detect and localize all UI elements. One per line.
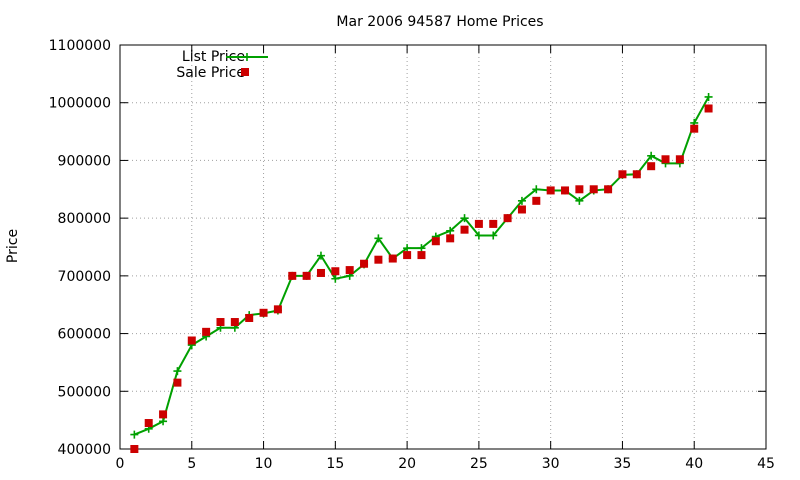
x-tick-label: 45 <box>757 456 775 472</box>
point-list-price <box>331 274 340 283</box>
point-sale-price <box>489 219 498 228</box>
point-sale-price <box>144 419 153 428</box>
plot-border <box>119 44 767 450</box>
y-tick-label: 900000 <box>58 153 111 169</box>
point-sale-price <box>187 336 196 345</box>
point-sale-price <box>661 155 670 164</box>
point-sale-price <box>374 255 383 264</box>
point-sale-price <box>460 225 469 234</box>
point-sale-price <box>675 155 684 164</box>
point-list-price <box>316 251 325 260</box>
point-sale-price <box>173 378 182 387</box>
point-sale-price <box>245 313 254 322</box>
point-list-price <box>159 417 168 426</box>
point-sale-price <box>345 266 354 275</box>
point-list-price <box>489 231 498 240</box>
legend-label-sale-price: Sale Price <box>176 65 245 81</box>
point-sale-price <box>331 267 340 276</box>
point-list-price <box>532 185 541 194</box>
y-tick-label: 1000000 <box>49 96 111 112</box>
point-list-price <box>575 196 584 205</box>
y-axis-label: Price <box>5 229 21 263</box>
point-sale-price <box>273 305 282 314</box>
point-sale-price <box>316 268 325 277</box>
point-sale-price <box>230 318 239 327</box>
point-sale-price <box>704 104 713 113</box>
point-sale-price <box>388 254 397 263</box>
point-list-price <box>517 196 526 205</box>
point-sale-price <box>517 205 526 214</box>
point-list-price <box>173 367 182 376</box>
x-tick-label: 25 <box>470 456 488 472</box>
x-tick-label: 10 <box>255 456 273 472</box>
grid <box>120 45 766 449</box>
point-sale-price <box>130 445 139 453</box>
point-sale-price <box>446 234 455 243</box>
point-list-price <box>446 226 455 235</box>
legend-marker-list-price <box>243 53 251 61</box>
x-tick-label: 35 <box>614 456 632 472</box>
point-sale-price <box>403 251 412 260</box>
point-sale-price <box>360 259 369 268</box>
y-tick-label: 1100000 <box>49 38 111 54</box>
chart-title: Mar 2006 94587 Home Prices <box>336 14 543 30</box>
y-tick-label: 400000 <box>58 442 111 458</box>
point-sale-price <box>604 185 613 194</box>
y-tick-label: 600000 <box>58 327 111 343</box>
point-sale-price <box>561 186 570 195</box>
point-list-price <box>403 244 412 253</box>
point-sale-price <box>302 271 311 280</box>
point-sale-price <box>632 170 641 179</box>
point-sale-price <box>503 214 512 223</box>
point-list-price <box>374 234 383 243</box>
point-sale-price <box>202 327 211 336</box>
x-tick-label: 30 <box>542 456 560 472</box>
y-tick-label: 700000 <box>58 269 111 285</box>
x-tick-label: 0 <box>116 456 125 472</box>
point-list-price <box>130 430 139 439</box>
point-sale-price <box>532 196 541 205</box>
point-sale-price <box>417 251 426 260</box>
point-sale-price <box>474 219 483 228</box>
y-tick-label: 800000 <box>58 211 111 227</box>
point-sale-price <box>159 410 168 419</box>
point-sale-price <box>216 318 225 327</box>
point-list-price <box>474 231 483 240</box>
series-layer <box>130 92 713 453</box>
point-list-price <box>460 214 469 223</box>
point-list-price <box>417 244 426 253</box>
axis-ticks: 0 5 10 15 20 25 30 35 40 45 400000 500000 600000 7000… <box>49 38 775 472</box>
x-tick-label: 20 <box>398 456 416 472</box>
x-tick-label: 15 <box>326 456 344 472</box>
point-sale-price <box>618 170 627 179</box>
point-list-price <box>704 92 713 101</box>
x-tick-label: 40 <box>685 456 703 472</box>
point-sale-price <box>259 308 268 317</box>
x-tick-label: 5 <box>187 456 196 472</box>
point-sale-price <box>589 185 598 194</box>
point-sale-price <box>431 237 440 246</box>
point-sale-price <box>690 124 699 133</box>
point-sale-price <box>647 162 656 171</box>
point-sale-price <box>575 185 584 194</box>
point-list-price <box>647 151 656 160</box>
y-tick-label: 500000 <box>58 384 111 400</box>
point-sale-price <box>546 186 555 195</box>
legend-label-list-price: List Price <box>182 49 245 65</box>
point-sale-price <box>288 271 297 280</box>
legend-marker-sale-price <box>241 68 249 76</box>
